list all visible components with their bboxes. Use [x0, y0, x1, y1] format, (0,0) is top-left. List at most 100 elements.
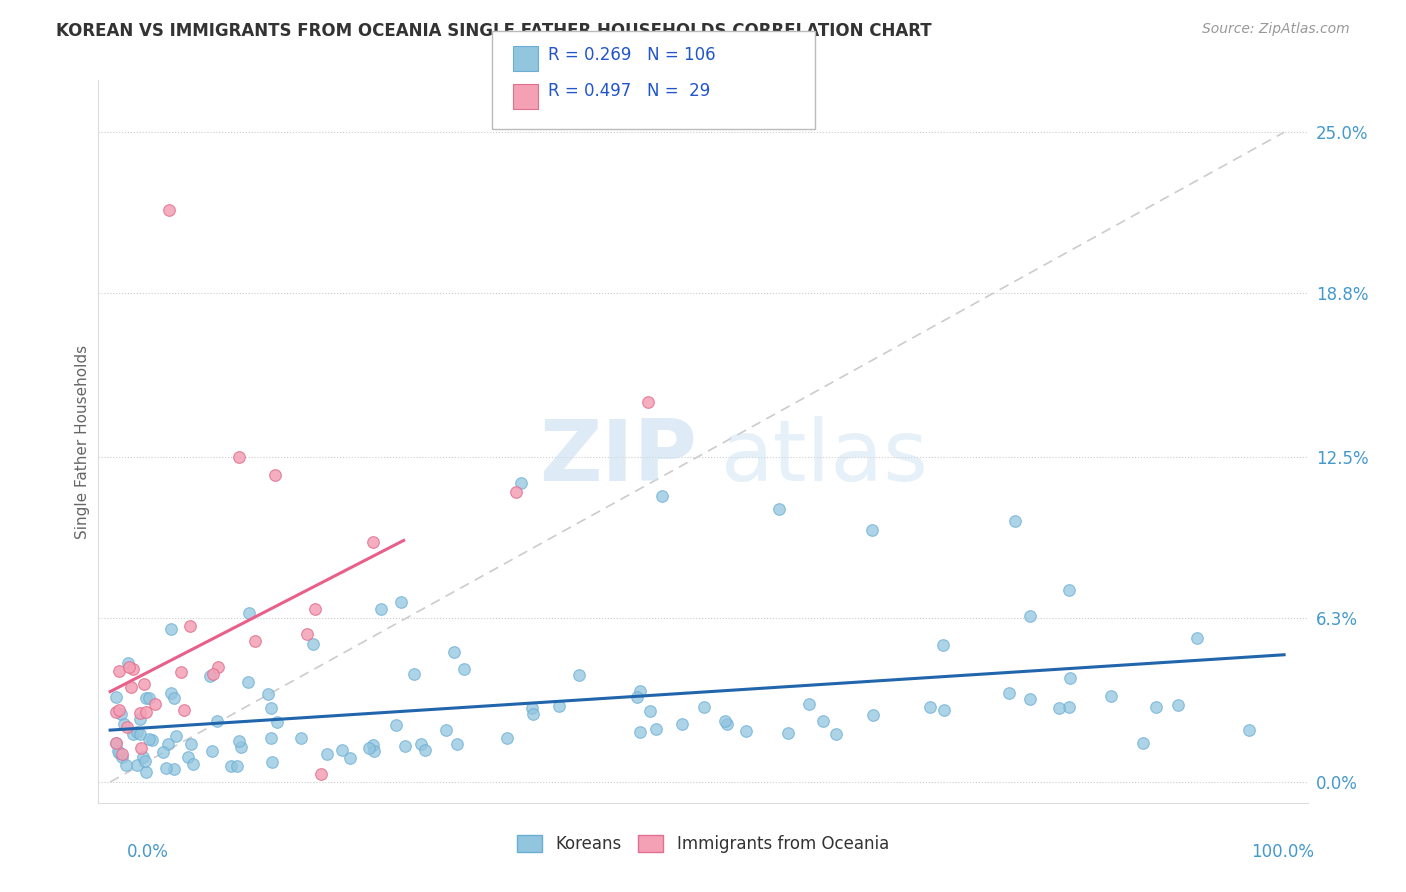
Point	[138, 691, 160, 706]
Point	[1019, 609, 1042, 624]
Point	[155, 761, 177, 775]
Point	[228, 450, 250, 464]
Point	[135, 706, 157, 720]
Point	[157, 203, 180, 218]
Point	[1057, 582, 1080, 597]
Point	[1004, 514, 1026, 528]
Point	[297, 626, 319, 640]
Point	[207, 660, 229, 674]
Point	[207, 714, 229, 729]
Point	[1049, 701, 1071, 715]
Point	[263, 468, 285, 483]
Point	[920, 699, 942, 714]
Point	[105, 736, 128, 750]
Point	[257, 687, 280, 701]
Point	[111, 747, 134, 761]
Point	[129, 727, 152, 741]
Point	[304, 601, 326, 615]
Point	[118, 660, 141, 674]
Point	[640, 704, 662, 718]
Point	[159, 622, 181, 636]
Point	[198, 669, 221, 683]
Point	[714, 714, 737, 728]
Point	[135, 691, 157, 706]
Point	[357, 740, 380, 755]
Point	[735, 724, 758, 739]
Point	[135, 764, 157, 779]
Point	[112, 716, 135, 731]
Point	[177, 750, 200, 764]
Point	[219, 758, 242, 772]
Point	[152, 745, 174, 759]
Point	[163, 691, 186, 706]
Point	[1144, 700, 1167, 714]
Point	[260, 731, 283, 745]
Point	[413, 743, 436, 757]
Point	[825, 727, 848, 741]
Point	[446, 737, 468, 751]
Point	[862, 707, 884, 722]
Point	[510, 476, 533, 491]
Point	[115, 757, 138, 772]
Point	[105, 690, 128, 705]
Point	[110, 706, 132, 721]
Point	[259, 701, 281, 715]
Point	[160, 686, 183, 700]
Point	[141, 733, 163, 747]
Point	[111, 749, 134, 764]
Point	[125, 758, 148, 772]
Point	[260, 756, 283, 770]
Text: R = 0.269   N = 106: R = 0.269 N = 106	[548, 46, 716, 64]
Point	[1167, 698, 1189, 712]
Point	[145, 697, 167, 711]
Point	[1059, 671, 1081, 685]
Point	[548, 699, 571, 714]
Point	[163, 762, 186, 776]
Point	[932, 703, 955, 717]
Point	[997, 686, 1019, 700]
Point	[134, 754, 156, 768]
Point	[671, 717, 693, 731]
Point	[628, 725, 651, 739]
Point	[361, 535, 384, 549]
Point	[505, 485, 527, 500]
Point	[394, 739, 416, 754]
Point	[316, 747, 339, 761]
Point	[226, 759, 249, 773]
Point	[201, 744, 224, 758]
Point	[495, 731, 517, 745]
Y-axis label: Single Father Households: Single Father Households	[75, 344, 90, 539]
Text: Source: ZipAtlas.com: Source: ZipAtlas.com	[1202, 22, 1350, 37]
Point	[339, 751, 361, 765]
Point	[778, 726, 800, 740]
Point	[236, 674, 259, 689]
Point	[228, 733, 250, 747]
Point	[132, 677, 155, 691]
Point	[179, 619, 201, 633]
Point	[129, 713, 152, 727]
Point	[1237, 723, 1260, 737]
Point	[1059, 700, 1081, 714]
Text: 0.0%: 0.0%	[127, 843, 169, 861]
Point	[716, 717, 738, 731]
Point	[434, 723, 457, 737]
Text: atlas: atlas	[721, 416, 928, 499]
Point	[768, 502, 790, 516]
Point	[637, 395, 659, 409]
Point	[1132, 736, 1154, 750]
Point	[290, 731, 312, 745]
Point	[453, 662, 475, 676]
Point	[132, 750, 155, 764]
Text: ZIP: ZIP	[540, 416, 697, 499]
Point	[931, 638, 953, 652]
Point	[165, 729, 187, 743]
Point	[1187, 632, 1209, 646]
Point	[370, 602, 392, 616]
Point	[361, 739, 384, 753]
Text: 100.0%: 100.0%	[1251, 843, 1315, 861]
Point	[811, 714, 834, 728]
Legend: Koreans, Immigrants from Oceania: Koreans, Immigrants from Oceania	[510, 828, 896, 860]
Point	[173, 703, 195, 717]
Point	[181, 756, 204, 771]
Point	[157, 737, 180, 751]
